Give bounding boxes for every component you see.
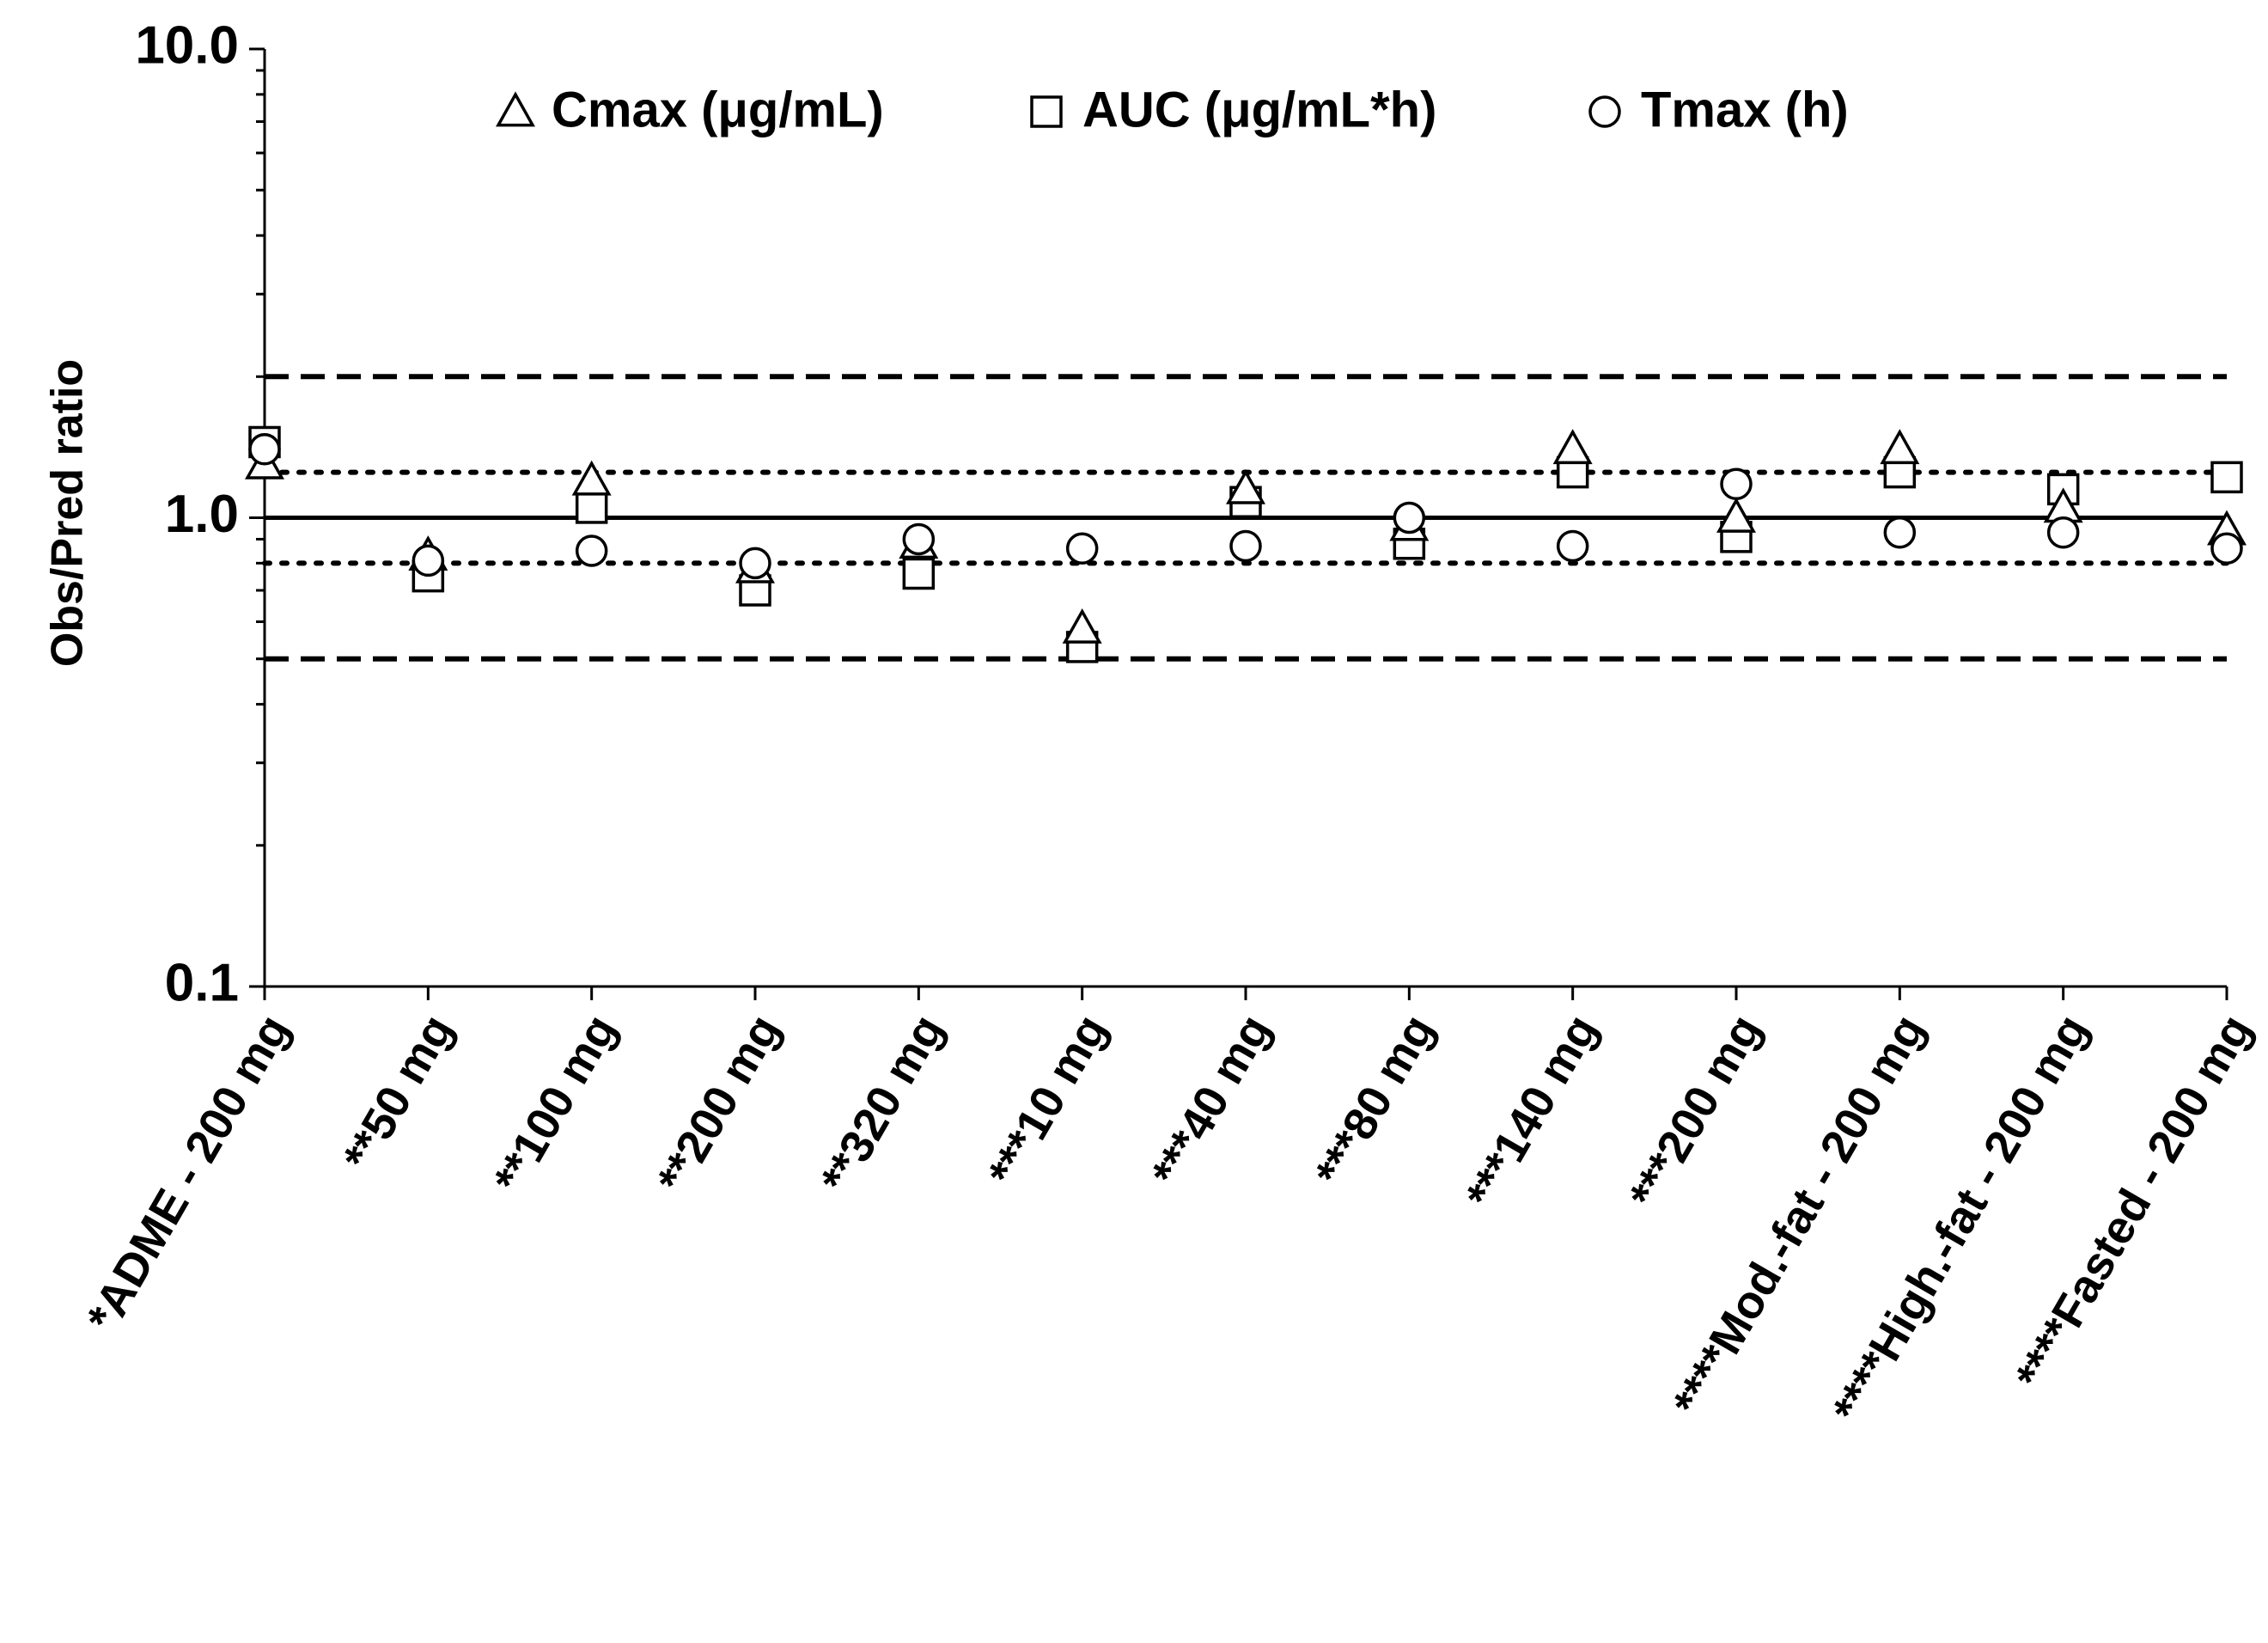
data-point-square <box>2210 461 2243 494</box>
x-category-label: ***10 mg <box>979 1006 1118 1195</box>
y-axis-label: Obs/Pred ratio <box>43 359 93 667</box>
x-category-label: *ADME - 200 mg <box>77 1006 300 1341</box>
data-point-circle <box>1883 516 1917 549</box>
data-point-circle <box>248 433 281 466</box>
data-point-square <box>902 557 936 590</box>
data-point-circle <box>575 534 608 567</box>
legend-marker-triangle <box>496 91 535 127</box>
data-point-triangle <box>571 460 612 496</box>
x-category-label: ***80 mg <box>1306 1006 1445 1195</box>
x-category-label: ***200 mg <box>1619 1006 1771 1218</box>
data-point-triangle <box>1716 497 1756 533</box>
data-point-triangle <box>1062 608 1102 644</box>
y-tick-label: 0.1 <box>165 953 239 1012</box>
legend-label: AUC (μg/mL*h) <box>1082 82 1436 137</box>
data-point-triangle <box>1880 429 1920 465</box>
x-category-label: ***40 mg <box>1142 1006 1281 1195</box>
data-point-circle <box>1393 501 1426 534</box>
x-category-label: **320 mg <box>811 1006 954 1202</box>
data-point-triangle <box>1552 429 1593 465</box>
x-category-label: **100 mg <box>484 1006 626 1202</box>
y-tick-label: 10.0 <box>135 15 239 75</box>
data-point-triangle <box>1226 468 1265 504</box>
data-point-circle <box>739 547 771 580</box>
y-ticks: 10.0 1.0 0.1 <box>135 15 265 1012</box>
data-point-circle <box>412 544 445 577</box>
y-tick-label: 1.0 <box>165 485 239 544</box>
legend-label: Cmax (μg/mL) <box>552 82 884 137</box>
x-category-label: ***140 mg <box>1456 1006 1608 1218</box>
data-point-circle <box>902 522 936 556</box>
data-markers <box>245 425 2247 663</box>
legend-marker-square <box>1030 95 1063 128</box>
data-point-circle <box>1229 529 1262 563</box>
data-point-circle <box>1065 532 1099 565</box>
legend-marker-circle <box>1588 95 1621 128</box>
data-point-circle <box>2210 532 2243 565</box>
legend: Cmax (μg/mL) AUC (μg/mL*h) Tmax (h) <box>496 82 1849 137</box>
x-category-label: **200 mg <box>648 1006 790 1202</box>
data-point-circle <box>1720 467 1753 501</box>
data-point-circle <box>2046 516 2080 549</box>
data-point-circle <box>1556 529 1589 563</box>
legend-label: Tmax (h) <box>1641 82 1849 137</box>
x-category-labels: *ADME - 200 mg **50 mg **100 mg **200 mg **3… <box>77 986 2262 1432</box>
data-point-square <box>575 492 608 524</box>
x-category-label: **50 mg <box>333 1006 463 1180</box>
